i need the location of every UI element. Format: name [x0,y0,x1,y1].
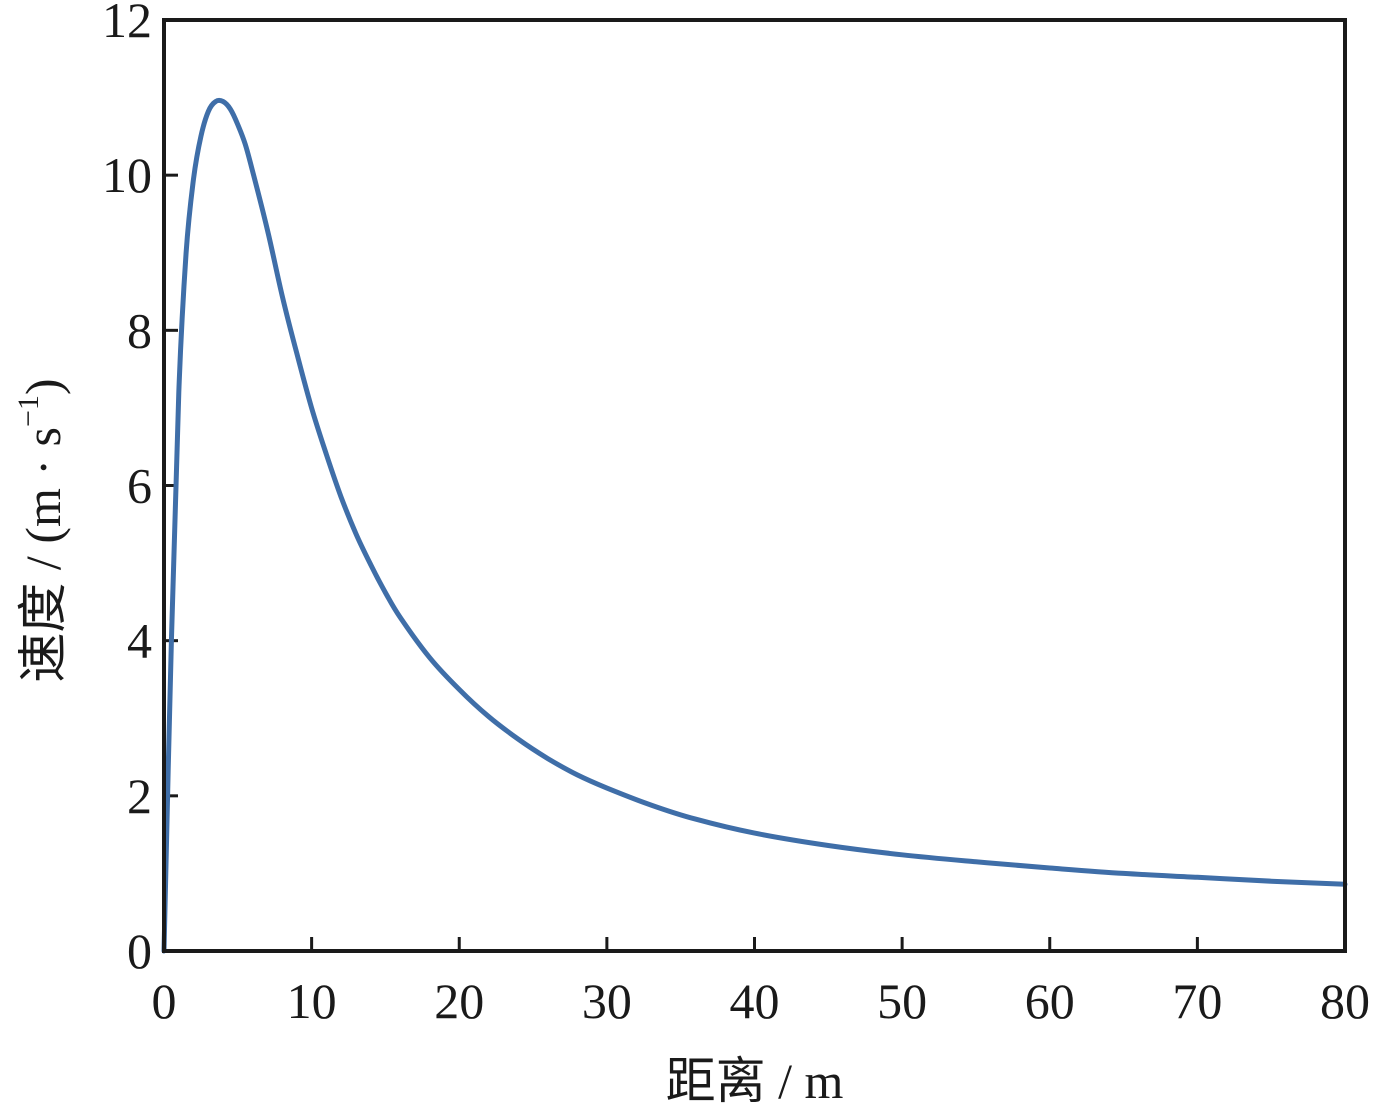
y-tick-label: 12 [102,0,152,48]
x-tick-label: 60 [1025,973,1075,1029]
x-axis-title: 距离 / m [666,1053,844,1109]
axis-ticks [162,18,1347,953]
x-tick-label: 20 [434,973,484,1029]
y-tick-label: 8 [127,302,152,358]
x-tick-label: 0 [152,973,177,1029]
x-tick-label: 50 [877,973,927,1029]
y-axis-title-exponent: −1 [12,395,45,427]
y-axis-title-close: ) [15,378,71,395]
x-tick-label: 70 [1172,973,1222,1029]
x-tick-label: 40 [730,973,780,1029]
speed-series-line [161,97,1348,954]
y-tick-label: 6 [127,458,152,514]
y-tick-label: 0 [127,923,152,979]
y-axis-title: 速度 / (m · s−1) [12,378,71,682]
y-tick-label: 10 [102,147,152,203]
y-tick-label: 2 [127,768,152,824]
x-tick-label: 80 [1320,973,1370,1029]
y-axis-title-main: 速度 / (m · s [15,427,71,683]
x-tick-label: 30 [582,973,632,1029]
y-tick-labels: 0 2 4 6 8 10 12 [102,0,152,979]
x-tick-label: 10 [287,973,337,1029]
plot-frame [162,18,1347,953]
y-tick-label: 4 [127,613,152,669]
x-tick-labels: 0 10 20 30 40 50 60 70 80 [152,973,1371,1029]
